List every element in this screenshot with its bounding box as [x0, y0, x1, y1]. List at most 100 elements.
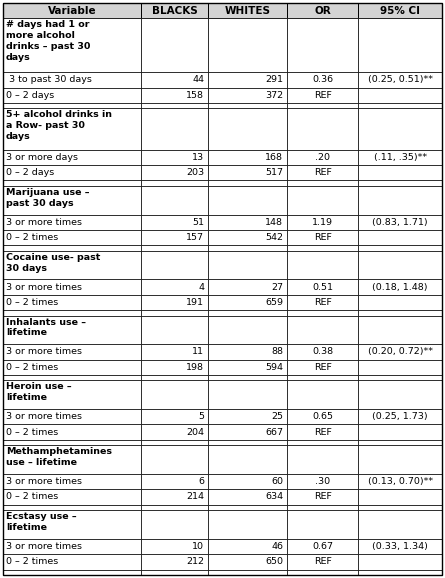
Bar — [208, 109, 287, 150]
Text: REF: REF — [314, 363, 332, 372]
Text: 517: 517 — [265, 168, 283, 177]
Bar — [358, 445, 442, 474]
Text: REF: REF — [314, 233, 332, 242]
Text: (0.25, 1.73): (0.25, 1.73) — [372, 412, 428, 421]
Bar — [287, 103, 358, 109]
Text: 158: 158 — [186, 91, 204, 100]
Bar — [141, 424, 208, 440]
Bar — [141, 165, 208, 180]
Text: 3 or more times: 3 or more times — [6, 283, 82, 291]
Bar — [3, 380, 141, 409]
Bar — [208, 344, 287, 360]
Bar — [358, 295, 442, 310]
Bar — [208, 3, 287, 18]
Text: 1.19: 1.19 — [312, 218, 333, 227]
Bar — [3, 474, 141, 490]
Bar — [3, 109, 141, 150]
Bar — [287, 72, 358, 88]
Text: 0.67: 0.67 — [312, 542, 333, 551]
Bar — [287, 474, 358, 490]
Bar — [3, 445, 141, 474]
Bar — [141, 380, 208, 409]
Bar — [208, 539, 287, 554]
Bar — [287, 505, 358, 510]
Text: .30: .30 — [315, 477, 330, 486]
Text: 291: 291 — [265, 75, 283, 84]
Text: 27: 27 — [271, 283, 283, 291]
Bar — [358, 18, 442, 72]
Bar — [3, 424, 141, 440]
Text: WHITES: WHITES — [225, 6, 271, 16]
Bar — [3, 360, 141, 375]
Text: 95% CI: 95% CI — [380, 6, 420, 16]
Bar — [3, 510, 141, 539]
Text: (0.83, 1.71): (0.83, 1.71) — [372, 218, 428, 227]
Bar — [3, 505, 141, 510]
Text: 157: 157 — [186, 233, 204, 242]
Bar — [208, 245, 287, 251]
Text: REF: REF — [314, 91, 332, 100]
Bar — [3, 279, 141, 295]
Bar — [3, 251, 141, 279]
Bar — [141, 440, 208, 445]
Text: 0.51: 0.51 — [312, 283, 333, 291]
Bar — [141, 510, 208, 539]
Text: 594: 594 — [265, 363, 283, 372]
Bar — [208, 445, 287, 474]
Text: 3 or more times: 3 or more times — [6, 218, 82, 227]
Bar — [208, 474, 287, 490]
Text: 0.36: 0.36 — [312, 75, 333, 84]
Bar — [141, 180, 208, 186]
Bar — [3, 150, 141, 165]
Bar — [3, 375, 141, 380]
Text: 634: 634 — [265, 492, 283, 502]
Text: (0.25, 0.51)**: (0.25, 0.51)** — [368, 75, 433, 84]
Bar — [358, 230, 442, 245]
Bar — [208, 279, 287, 295]
Bar — [287, 569, 358, 575]
Bar — [3, 316, 141, 344]
Bar — [141, 214, 208, 230]
Bar — [208, 88, 287, 103]
Text: 0 – 2 days: 0 – 2 days — [6, 168, 54, 177]
Text: 5+ alcohol drinks in
a Row- past 30
days: 5+ alcohol drinks in a Row- past 30 days — [6, 110, 112, 141]
Bar — [141, 569, 208, 575]
Text: 0 – 2 times: 0 – 2 times — [6, 298, 58, 307]
Bar — [3, 440, 141, 445]
Text: 0 – 2 days: 0 – 2 days — [6, 91, 54, 100]
Bar — [141, 279, 208, 295]
Text: Ecstasy use –
lifetime: Ecstasy use – lifetime — [6, 512, 77, 532]
Bar — [3, 88, 141, 103]
Text: 11: 11 — [192, 347, 204, 357]
Bar — [208, 230, 287, 245]
Bar — [358, 360, 442, 375]
Bar — [208, 251, 287, 279]
Text: 212: 212 — [186, 557, 204, 566]
Bar — [141, 103, 208, 109]
Bar — [208, 409, 287, 424]
Text: 214: 214 — [186, 492, 204, 502]
Bar — [208, 180, 287, 186]
Bar — [287, 279, 358, 295]
Text: 60: 60 — [271, 477, 283, 486]
Bar — [358, 554, 442, 569]
Bar — [141, 186, 208, 214]
Bar — [3, 186, 141, 214]
Text: 4: 4 — [198, 283, 204, 291]
Text: (0.33, 1.34): (0.33, 1.34) — [372, 542, 428, 551]
Bar — [208, 186, 287, 214]
Text: Inhalants use –
lifetime: Inhalants use – lifetime — [6, 318, 86, 338]
Text: 0 – 2 times: 0 – 2 times — [6, 492, 58, 502]
Bar — [358, 375, 442, 380]
Bar — [358, 214, 442, 230]
Bar — [358, 165, 442, 180]
Text: OR: OR — [314, 6, 331, 16]
Bar — [3, 554, 141, 569]
Bar — [3, 18, 141, 72]
Bar — [287, 310, 358, 316]
Bar — [358, 72, 442, 88]
Bar — [358, 109, 442, 150]
Bar — [208, 165, 287, 180]
Bar — [287, 440, 358, 445]
Text: 203: 203 — [186, 168, 204, 177]
